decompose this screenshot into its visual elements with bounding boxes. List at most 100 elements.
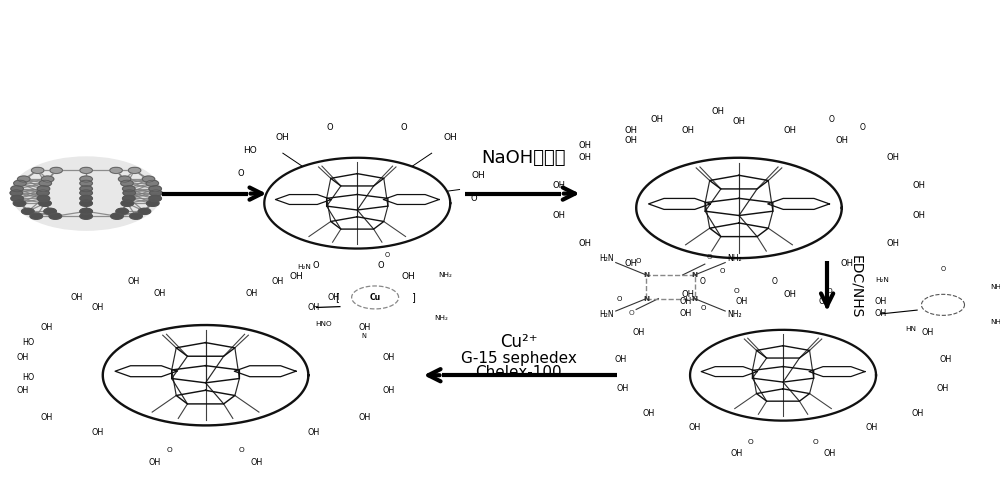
Circle shape xyxy=(130,213,142,219)
Circle shape xyxy=(149,185,161,192)
Circle shape xyxy=(41,176,54,182)
Circle shape xyxy=(18,176,30,182)
Circle shape xyxy=(118,176,131,182)
Text: OH: OH xyxy=(865,423,878,432)
Text: NH₂: NH₂ xyxy=(727,254,742,263)
Text: OH: OH xyxy=(912,409,924,418)
Text: N: N xyxy=(643,272,649,278)
Text: O: O xyxy=(312,261,319,270)
Text: OH: OH xyxy=(875,309,887,318)
Circle shape xyxy=(138,208,151,215)
Text: EDC/NHS: EDC/NHS xyxy=(850,255,864,318)
Text: OH: OH xyxy=(921,327,933,337)
Text: OH: OH xyxy=(402,272,415,282)
Text: OH: OH xyxy=(553,211,566,220)
Circle shape xyxy=(150,190,162,196)
Circle shape xyxy=(80,185,92,192)
Text: OH: OH xyxy=(578,239,591,248)
Text: OH: OH xyxy=(290,272,304,282)
Text: O: O xyxy=(377,261,384,270)
Circle shape xyxy=(149,196,161,202)
Circle shape xyxy=(80,213,92,219)
Text: O: O xyxy=(700,277,706,286)
Text: OH: OH xyxy=(937,384,949,393)
Circle shape xyxy=(44,208,56,215)
Text: Chelex-100: Chelex-100 xyxy=(475,365,562,380)
Text: OH: OH xyxy=(887,239,900,248)
Circle shape xyxy=(80,190,92,196)
Text: N: N xyxy=(692,272,698,278)
Circle shape xyxy=(116,208,128,215)
Text: OH: OH xyxy=(625,126,638,135)
Text: HN: HN xyxy=(905,326,916,332)
Circle shape xyxy=(30,213,43,219)
Text: N: N xyxy=(361,333,366,338)
Text: OH: OH xyxy=(730,449,743,458)
Text: OH: OH xyxy=(153,289,165,298)
Circle shape xyxy=(11,157,161,230)
Text: OH: OH xyxy=(246,289,258,298)
Circle shape xyxy=(111,213,123,219)
Text: HO: HO xyxy=(243,146,257,155)
Text: OH: OH xyxy=(617,384,629,393)
Text: Cu: Cu xyxy=(370,293,381,302)
Text: H₂N: H₂N xyxy=(876,277,890,282)
Circle shape xyxy=(10,190,23,196)
Text: O: O xyxy=(813,439,818,445)
Text: OH: OH xyxy=(328,293,340,302)
Text: [: [ xyxy=(336,293,339,303)
Text: O: O xyxy=(635,259,641,264)
Text: OH: OH xyxy=(276,133,290,142)
Circle shape xyxy=(121,200,134,206)
Text: OH: OH xyxy=(127,277,140,286)
Text: OH: OH xyxy=(732,117,745,126)
Text: Cu²⁺: Cu²⁺ xyxy=(500,333,538,351)
Text: OH: OH xyxy=(681,126,694,135)
Text: OH: OH xyxy=(875,297,887,306)
Circle shape xyxy=(11,185,23,192)
Circle shape xyxy=(80,180,92,186)
Text: H₂N: H₂N xyxy=(599,310,614,319)
Text: O: O xyxy=(470,194,477,203)
Text: G-15 sephedex: G-15 sephedex xyxy=(461,351,577,366)
Text: OH: OH xyxy=(887,153,900,162)
Text: OH: OH xyxy=(92,303,104,312)
Text: OH: OH xyxy=(16,353,29,362)
Circle shape xyxy=(14,180,26,186)
Circle shape xyxy=(142,176,155,182)
Circle shape xyxy=(11,196,23,202)
Text: OH: OH xyxy=(840,259,853,268)
Text: OH: OH xyxy=(471,171,485,180)
Circle shape xyxy=(123,185,135,192)
Text: OH: OH xyxy=(578,153,591,162)
Text: O: O xyxy=(829,115,834,124)
Text: OH: OH xyxy=(382,386,395,395)
Text: OH: OH xyxy=(784,126,797,135)
Text: O: O xyxy=(827,288,832,293)
Text: HO: HO xyxy=(23,373,35,382)
Text: OH: OH xyxy=(633,327,645,337)
Text: O: O xyxy=(616,296,622,302)
Text: OH: OH xyxy=(940,355,952,364)
Text: HNO: HNO xyxy=(315,321,332,327)
Text: NH₂: NH₂ xyxy=(439,272,453,278)
Circle shape xyxy=(22,208,34,215)
Text: OH: OH xyxy=(912,181,925,190)
Circle shape xyxy=(146,200,159,206)
Circle shape xyxy=(37,196,50,202)
Text: O: O xyxy=(734,288,739,293)
Text: O: O xyxy=(326,122,333,131)
Circle shape xyxy=(50,167,62,174)
Text: OH: OH xyxy=(823,449,836,458)
Text: H₂N: H₂N xyxy=(599,254,614,263)
Text: OH: OH xyxy=(679,297,692,306)
Text: OH: OH xyxy=(359,413,371,423)
Text: OH: OH xyxy=(40,413,52,423)
Text: O: O xyxy=(772,277,778,286)
Text: O: O xyxy=(400,122,407,131)
Text: OH: OH xyxy=(642,409,654,418)
Text: OH: OH xyxy=(578,141,591,150)
Text: NH₂: NH₂ xyxy=(990,319,1000,325)
Text: OH: OH xyxy=(382,353,395,362)
Text: OH: OH xyxy=(689,423,701,432)
